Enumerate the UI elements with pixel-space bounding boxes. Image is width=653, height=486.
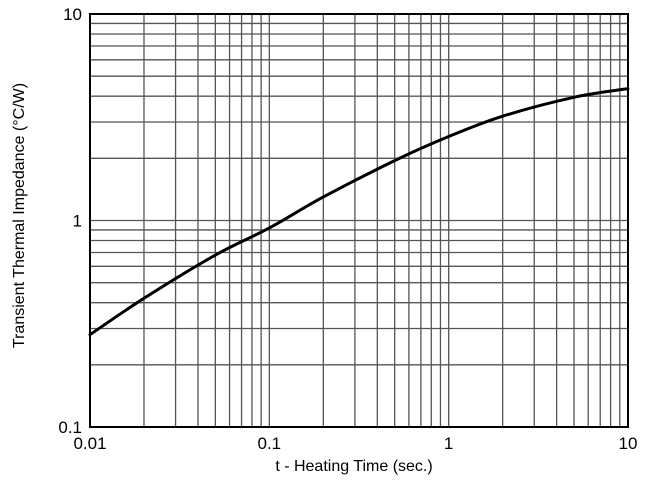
y-tick-label: 0.1 xyxy=(58,418,82,437)
x-tick-label: 1 xyxy=(444,434,453,453)
x-tick-label: 0.01 xyxy=(73,434,106,453)
series-line xyxy=(88,87,630,337)
y-tick-label: 1 xyxy=(73,212,82,231)
x-axis-title: t - Heating Time (sec.) xyxy=(275,458,432,475)
y-axis-title: Transient Thermal Impedance (°C/W) xyxy=(11,83,28,348)
y-tick-label: 10 xyxy=(63,5,82,24)
x-tick-label: 0.1 xyxy=(258,434,282,453)
x-tick-label: 10 xyxy=(619,434,638,453)
grid xyxy=(90,14,628,427)
plot-frame xyxy=(89,13,629,428)
